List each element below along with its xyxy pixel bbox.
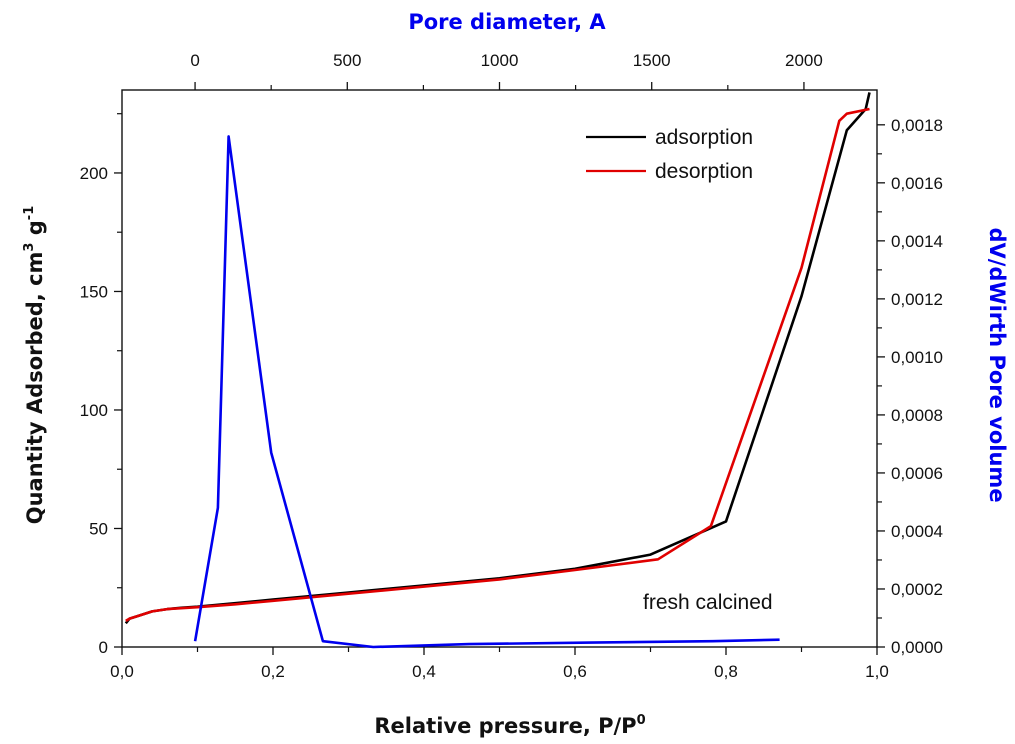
x2-tick-label: 500	[333, 51, 361, 70]
desorption-line	[125, 107, 870, 623]
series-layer	[124, 92, 871, 649]
y2-tick-label: 0,0012	[891, 290, 943, 309]
plot-frame	[121, 89, 878, 648]
x-axis-ticks: 0,0 0,2 0,4 0,6 0,8 1,0	[110, 647, 889, 681]
y-axis-title-mid: g	[23, 220, 47, 242]
annotation-fresh-calcined: fresh calcined	[643, 591, 773, 614]
y2-axis-ticks: 0,0000 0,0002 0,0004 0,0006 0,0008 0,0010 0,00…	[877, 116, 943, 657]
x2-tick-label: 0	[190, 51, 199, 70]
x-tick-label: 0,6	[563, 662, 587, 681]
x-tick-label: 1,0	[865, 662, 889, 681]
y-axis-title-sup1: 3	[22, 243, 37, 252]
legend-label-adsorption: adsorption	[655, 126, 753, 149]
legend-label-desorption: desorption	[655, 160, 753, 183]
x-axis-title-superscript: 0	[637, 713, 646, 728]
y2-tick-label: 0,0006	[891, 464, 943, 483]
x2-tick-label: 1000	[481, 51, 519, 70]
x-tick-label: 0,4	[412, 662, 436, 681]
y2-tick-label: 0,0000	[891, 638, 943, 657]
plot-border	[121, 89, 878, 648]
y-tick-label: 150	[80, 282, 108, 301]
y2-axis-title: dV/dWirth Pore volume	[985, 227, 1009, 502]
y-tick-label: 50	[89, 519, 108, 538]
y-tick-label: 0	[99, 638, 108, 657]
y-axis-title-text: Quantity Adsorbed, cm	[23, 252, 47, 525]
x-axis-title: Relative pressure, P/P0	[374, 713, 645, 738]
x2-tick-label: 1500	[633, 51, 671, 70]
y-tick-label: 200	[80, 164, 108, 183]
pore-distribution-line	[193, 135, 780, 649]
y2-tick-label: 0,0008	[891, 406, 943, 425]
y2-tick-label: 0,0004	[891, 522, 943, 541]
y2-tick-label: 0,0002	[891, 580, 943, 599]
y2-tick-label: 0,0010	[891, 348, 943, 367]
x-tick-label: 0,0	[110, 662, 134, 681]
x2-axis-title: Pore diameter, A	[408, 10, 606, 34]
y2-tick-label: 0,0014	[891, 232, 943, 251]
y-axis-title-sup2: -1	[22, 206, 37, 220]
y-tick-label: 100	[80, 401, 108, 420]
y2-tick-label: 0,0016	[891, 174, 943, 193]
adsorption-line	[124, 92, 871, 625]
x-tick-label: 0,2	[261, 662, 285, 681]
y2-tick-label: 0,0018	[891, 116, 943, 135]
legend: adsorption desorption	[586, 126, 753, 183]
y-axis-ticks: 0 50 100 150 200	[80, 113, 122, 657]
x2-axis-ticks: 0 500 1000 1500 2000	[190, 51, 823, 90]
x-axis-title-text: Relative pressure, P/P	[374, 714, 636, 738]
x-tick-label: 0,8	[714, 662, 738, 681]
y-axis-title: Quantity Adsorbed, cm3 g-1	[22, 206, 47, 525]
x2-tick-label: 2000	[785, 51, 823, 70]
